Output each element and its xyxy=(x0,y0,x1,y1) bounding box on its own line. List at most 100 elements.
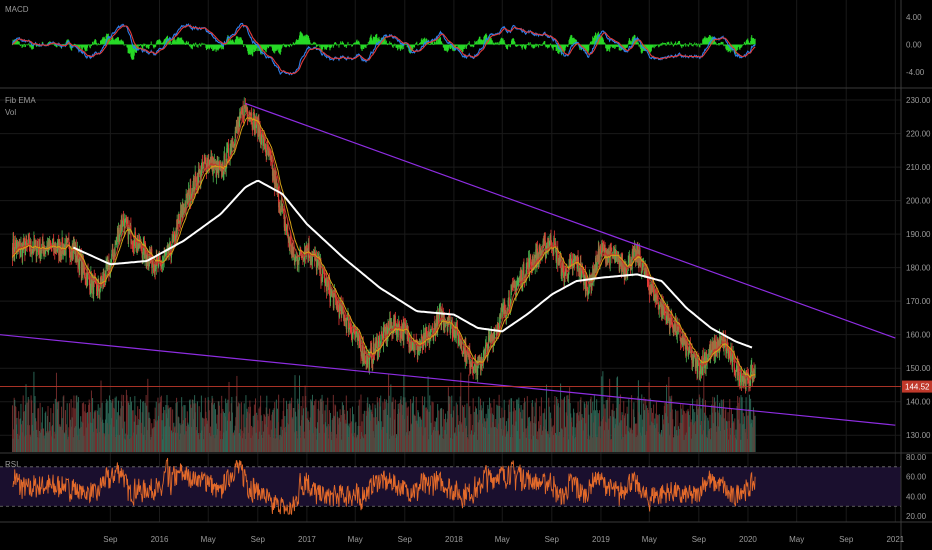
macd-histogram-bar xyxy=(381,37,383,45)
volume-bar xyxy=(19,418,21,452)
candle-body xyxy=(349,323,351,328)
macd-histogram-bar xyxy=(141,44,143,49)
candle-body xyxy=(479,355,481,360)
candle-body xyxy=(160,263,162,265)
macd-histogram-bar xyxy=(158,39,160,45)
candle-body xyxy=(269,153,271,156)
macd-histogram-bar xyxy=(231,40,233,45)
volume-bar xyxy=(516,430,518,452)
candle-body xyxy=(461,351,463,357)
candle-body xyxy=(606,253,608,264)
macd-histogram-bar xyxy=(283,43,285,45)
macd-histogram-bar xyxy=(209,44,211,49)
volume-bar xyxy=(246,408,248,452)
volume-bar xyxy=(442,426,444,452)
volume-bar xyxy=(269,408,271,452)
volume-bar xyxy=(204,397,206,452)
candle-body xyxy=(624,264,626,277)
macd-histogram-bar xyxy=(93,42,95,45)
volume-bar xyxy=(343,409,345,452)
macd-histogram-bar xyxy=(520,44,522,45)
candle-body xyxy=(461,346,463,352)
macd-histogram-bar xyxy=(267,44,269,49)
volume-bar xyxy=(586,401,588,452)
volume-bar xyxy=(551,426,553,452)
candle-body xyxy=(491,335,493,341)
volume-bar xyxy=(513,401,515,452)
macd-histogram-bar xyxy=(386,44,388,46)
macd-histogram-bar xyxy=(397,44,399,51)
volume-bar xyxy=(501,407,503,452)
volume-bar xyxy=(679,428,681,452)
candle-body xyxy=(55,250,57,252)
candle-body xyxy=(397,326,399,338)
volume-bar xyxy=(338,418,340,452)
candle-body xyxy=(245,106,247,109)
candle-body xyxy=(35,239,37,257)
candle-body xyxy=(15,242,17,251)
candle-body xyxy=(301,255,303,257)
volume-bar xyxy=(717,426,719,452)
volume-bar xyxy=(52,425,54,452)
candle-body xyxy=(673,320,675,327)
volume-bar xyxy=(175,403,177,452)
candle-body xyxy=(579,262,581,276)
candle-body xyxy=(85,274,87,281)
candle-body xyxy=(251,124,253,127)
candle-body xyxy=(480,363,482,370)
candle-body xyxy=(389,318,391,330)
volume-bar xyxy=(434,430,436,452)
macd-histogram-bar xyxy=(483,36,485,45)
macd-histogram-bar xyxy=(483,35,485,45)
candle-body xyxy=(48,239,50,253)
candle-body xyxy=(651,283,653,291)
macd-histogram-bar xyxy=(210,44,212,47)
volume-bar xyxy=(151,428,153,452)
macd-histogram-bar xyxy=(143,43,145,45)
candle-body xyxy=(490,333,492,343)
macd-histogram-bar xyxy=(92,44,94,46)
volume-bar xyxy=(66,403,68,452)
macd-histogram-bar xyxy=(211,44,213,49)
macd-histogram-bar xyxy=(269,44,271,47)
volume-bar xyxy=(410,399,412,452)
candle-body xyxy=(139,242,141,248)
candle-body xyxy=(342,304,344,313)
macd-histogram-bar xyxy=(123,42,125,45)
volume-bar xyxy=(282,429,284,452)
volume-bar xyxy=(268,434,270,452)
candle-body xyxy=(89,288,91,290)
volume-bar xyxy=(372,431,374,452)
volume-bar xyxy=(87,423,89,452)
candle-body xyxy=(313,253,315,254)
volume-bar xyxy=(140,422,142,452)
volume-bar xyxy=(496,404,498,452)
candle-body xyxy=(149,253,151,261)
macd-histogram-bar xyxy=(412,44,414,50)
volume-bar xyxy=(695,433,697,452)
candle-body xyxy=(233,145,235,148)
macd-histogram-bar xyxy=(555,44,557,51)
macd-histogram-bar xyxy=(341,41,343,45)
candle-body xyxy=(561,262,563,276)
candle-body xyxy=(54,245,56,253)
volume-bar xyxy=(656,423,658,452)
volume-bar xyxy=(416,423,418,452)
macd-histogram-bar xyxy=(164,38,166,45)
volume-bar xyxy=(130,401,132,452)
candle-body xyxy=(513,282,515,286)
candle-body xyxy=(69,252,71,258)
volume-bar xyxy=(187,424,189,452)
volume-bar xyxy=(483,426,485,452)
macd-histogram-bar xyxy=(32,44,34,49)
volume-bar xyxy=(597,413,599,452)
macd-histogram-bar xyxy=(394,43,396,45)
candle-body xyxy=(720,337,722,339)
macd-histogram-bar xyxy=(468,43,470,45)
candle-body xyxy=(185,202,187,209)
candle-body xyxy=(310,259,312,261)
candle-body xyxy=(513,285,515,288)
macd-histogram-bar xyxy=(22,44,24,47)
macd-histogram-bar xyxy=(221,44,223,48)
volume-bar xyxy=(185,431,187,452)
